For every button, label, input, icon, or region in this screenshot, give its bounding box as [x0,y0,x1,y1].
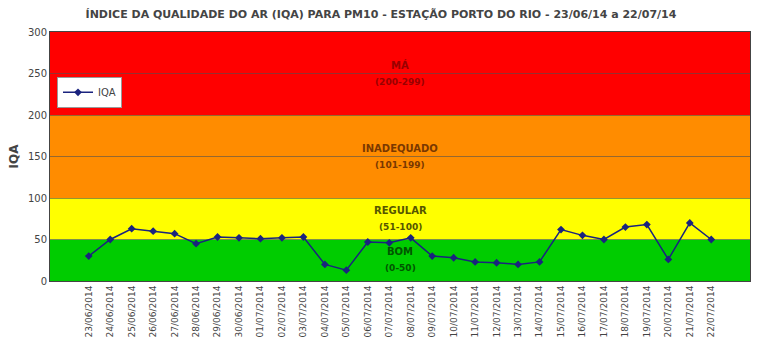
svg-text:20/07/2014: 20/07/2014 [663,285,673,337]
svg-text:03/07/2014: 03/07/2014 [298,285,308,337]
svg-text:09/07/2014: 09/07/2014 [427,285,437,337]
svg-text:10/07/2014: 10/07/2014 [449,285,459,337]
svg-text:17/07/2014: 17/07/2014 [599,285,609,337]
svg-text:BOM: BOM [387,246,413,257]
svg-text:07/07/2014: 07/07/2014 [384,285,394,337]
svg-text:08/07/2014: 08/07/2014 [406,285,416,337]
svg-text:300: 300 [28,27,47,38]
svg-text:13/07/2014: 13/07/2014 [513,285,523,337]
svg-text:IQA: IQA [7,144,21,169]
svg-text:02/07/2014: 02/07/2014 [277,285,287,337]
svg-text:(0-50): (0-50) [385,263,416,273]
svg-text:19/07/2014: 19/07/2014 [642,285,652,337]
svg-text:ÍNDICE DA QUALIDADE DO AR (IQA: ÍNDICE DA QUALIDADE DO AR (IQA) PARA PM1… [86,8,677,21]
svg-text:(101-199): (101-199) [375,160,425,170]
svg-text:23/06/2014: 23/06/2014 [84,285,94,337]
svg-text:28/06/2014: 28/06/2014 [191,285,201,337]
svg-text:100: 100 [28,193,47,204]
svg-text:150: 150 [28,151,47,162]
svg-text:25/06/2014: 25/06/2014 [127,285,137,337]
svg-text:24/06/2014: 24/06/2014 [105,285,115,337]
svg-text:REGULAR: REGULAR [374,205,427,216]
svg-text:05/07/2014: 05/07/2014 [341,285,351,337]
svg-text:30/06/2014: 30/06/2014 [234,285,244,337]
svg-text:27/06/2014: 27/06/2014 [170,285,180,337]
svg-text:04/07/2014: 04/07/2014 [320,285,330,337]
svg-text:01/07/2014: 01/07/2014 [255,285,265,337]
svg-text:IQA: IQA [98,87,116,98]
svg-text:29/06/2014: 29/06/2014 [212,285,222,337]
svg-text:11/07/2014: 11/07/2014 [470,285,480,337]
svg-text:21/07/2014: 21/07/2014 [685,285,695,337]
svg-text:18/07/2014: 18/07/2014 [620,285,630,337]
svg-text:(51-100): (51-100) [379,222,422,232]
svg-text:16/07/2014: 16/07/2014 [577,285,587,337]
svg-text:15/07/2014: 15/07/2014 [556,285,566,337]
svg-text:0: 0 [41,276,47,287]
svg-text:INADEQUADO: INADEQUADO [362,143,438,154]
svg-text:50: 50 [34,234,47,245]
svg-text:06/07/2014: 06/07/2014 [363,285,373,337]
svg-text:12/07/2014: 12/07/2014 [492,285,502,337]
svg-text:250: 250 [28,68,47,79]
svg-text:200: 200 [28,110,47,121]
svg-text:14/07/2014: 14/07/2014 [534,285,544,337]
svg-text:26/06/2014: 26/06/2014 [148,285,158,337]
svg-text:MÁ: MÁ [391,59,409,71]
svg-text:22/07/2014: 22/07/2014 [706,285,716,337]
svg-text:(200-299): (200-299) [375,77,425,87]
